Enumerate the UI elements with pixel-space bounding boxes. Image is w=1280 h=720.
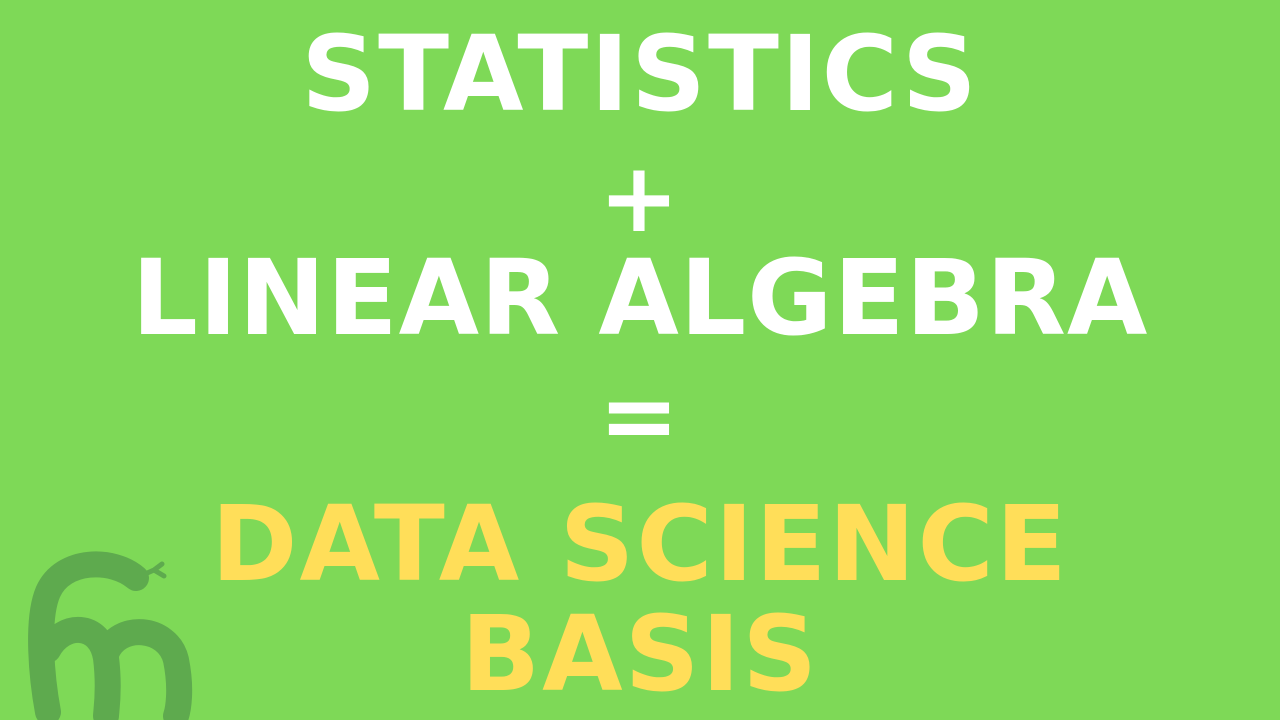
equals-sign: =: [598, 360, 682, 472]
headline-data-science: DATA SCIENCE: [211, 483, 1069, 605]
headline-statistics: STATISTICS: [301, 13, 979, 135]
headline-basis: BASIS: [460, 593, 820, 715]
headline-linear-algebra: LINEAR ALGEBRA: [131, 237, 1149, 359]
snake-logo-icon: [28, 551, 193, 720]
plus-sign: +: [598, 142, 682, 254]
